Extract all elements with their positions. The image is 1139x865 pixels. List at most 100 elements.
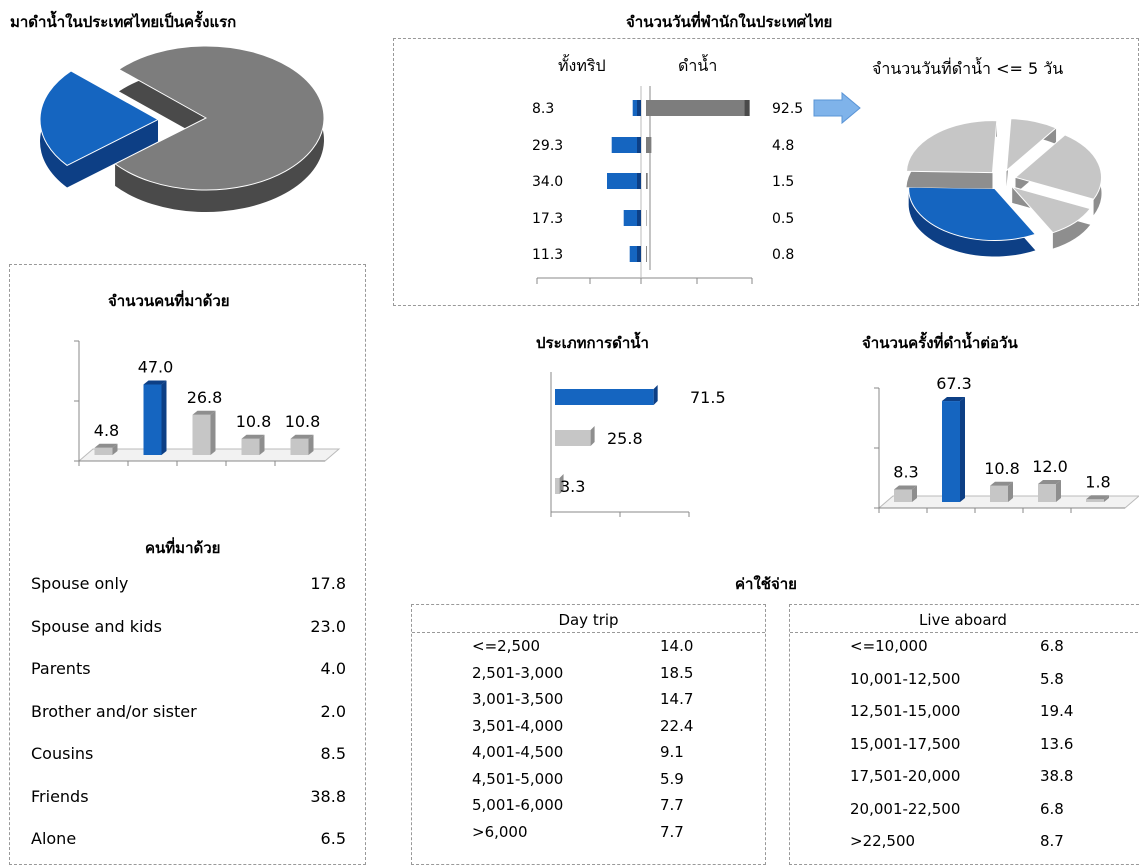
dive-type-bar	[555, 389, 654, 405]
arrow-icon	[813, 91, 861, 125]
stay-trip-bar	[632, 100, 641, 116]
dives-per-day-bar	[894, 489, 912, 502]
companions-count-bar	[143, 384, 162, 455]
companions-title: คนที่มาด้วย	[145, 539, 221, 557]
sub-pie-slice	[1005, 118, 1057, 187]
stay-col-dive: ดำน้ำ	[678, 56, 718, 75]
first-time-title: มาดำน้ำในประเทศไทยเป็นครั้งแรก	[10, 13, 237, 31]
dives-per-day-bar-top	[894, 485, 917, 490]
companions-count-data-label: 4.8	[94, 421, 119, 440]
stay-trip-bar-side	[637, 210, 641, 226]
dives-per-day-data-label: 12.0	[1032, 457, 1068, 476]
dives-per-day-bar-side	[1104, 495, 1109, 502]
stay-trip-bar	[629, 246, 641, 262]
expense-day-trip-table: <=2,500 14.0 2,501-3,000 18.5 3,001-3,500 14.…	[412, 637, 765, 862]
stay-dive-bar	[646, 100, 750, 116]
companions-count-bar-side	[308, 434, 314, 455]
dives-per-day-bar	[1086, 499, 1104, 502]
companions-count-bar	[192, 414, 211, 455]
expense-live-aboard-panel: Live aboard <=10,000 6.8 10,001-12,500 5.8 1…	[789, 604, 1139, 865]
companions-count-data-label: 47.0	[138, 358, 174, 377]
companions-row-label: Spouse and kids	[31, 616, 162, 636]
sub-pie-slice	[908, 186, 1037, 257]
dives-per-day-data-label: 10.8	[984, 459, 1020, 478]
expense-row-label: >6,000	[472, 822, 528, 841]
stay-dive-value: 92.5	[772, 101, 803, 117]
sub-pie-slice	[1010, 185, 1092, 249]
dives-per-day-bar-top	[942, 397, 965, 402]
companions-row-label: Alone	[31, 829, 77, 848]
companions-count-title: จำนวนคนที่มาด้วย	[108, 292, 230, 310]
dives-per-day-bar-top	[1086, 495, 1109, 500]
companions-row-value: 38.8	[310, 786, 346, 806]
dive-type-data-label: 25.8	[607, 429, 643, 448]
pie-slice-yes	[39, 70, 160, 188]
stay-dive-bar-side	[744, 100, 750, 116]
pie-slice-yes-side	[40, 70, 159, 188]
companions-row-value: 2.0	[320, 701, 346, 721]
companions-row-label: Cousins	[31, 744, 94, 763]
stay-trip-value: 17.3	[532, 211, 563, 227]
expense-row-value: 7.7	[660, 796, 684, 814]
stay-trip-bar-side	[637, 137, 641, 153]
sub-pie-slice-top	[1005, 118, 1057, 172]
expense-row-value: 14.7	[660, 690, 694, 708]
expense-row-value: 9.1	[660, 743, 684, 761]
stay-trip-value: 11.3	[532, 247, 563, 263]
dive-type-title: ประเภทการดำน้ำ	[536, 334, 649, 352]
expense-row-value: 38.8	[1040, 767, 1074, 785]
dives-per-day-data-label: 1.8	[1085, 472, 1110, 491]
dives-per-day-bar-top	[1038, 480, 1061, 484]
stay-trip-value: 34.0	[532, 174, 563, 190]
expense-day-trip-panel: Day trip <=2,500 14.0 2,501-3,000 18.5 3,001…	[411, 604, 766, 865]
stay-trip-bar-side	[637, 100, 641, 116]
companions-count-bar-top	[143, 380, 167, 385]
dives-per-day-bar	[942, 401, 960, 502]
dives-per-day-data-label: 67.3	[936, 374, 972, 393]
dives-per-day-title: จำนวนครั้งที่ดำน้ำต่อวัน	[862, 334, 1018, 352]
expense-row-label: 3,001-3,500	[472, 690, 564, 708]
expense-row-value: 19.4	[1040, 702, 1074, 720]
stay-trip-bar	[623, 210, 641, 226]
expense-row-value: 22.4	[660, 716, 694, 735]
companions-count-bar-side	[161, 380, 167, 455]
stay-dive-bar	[646, 173, 648, 189]
expense-row-label: 15,001-17,500	[850, 734, 961, 753]
expense-row-value: 6.8	[1040, 637, 1064, 655]
companions-count-data-label: 10.8	[236, 412, 272, 431]
stay-trip-bar-side	[637, 246, 641, 262]
companions-count-bar-side	[259, 434, 265, 455]
stay-trip-bar-side	[637, 173, 641, 189]
dives-per-day-bar-top	[990, 481, 1013, 486]
dive-type-bar	[555, 478, 560, 494]
dive-type-bar-side	[559, 474, 564, 494]
companions-count-bar-side	[210, 410, 216, 455]
companions-row-value: 6.5	[320, 829, 346, 848]
companions-row-label: Spouse only	[31, 574, 129, 593]
companions-count-bar	[290, 438, 309, 455]
sub-pie-slice-top	[1010, 185, 1092, 234]
expense-row-value: 7.7	[660, 822, 684, 841]
expense-row-value: 13.6	[1040, 734, 1074, 753]
stay-trip-value: 29.3	[532, 138, 563, 154]
dive-type-bar-side	[590, 426, 595, 446]
pie-slice-no-top	[114, 45, 325, 191]
dive-type-bar	[555, 430, 591, 446]
companions-count-bar-side	[112, 443, 118, 455]
companions-count-bar	[241, 438, 260, 455]
dives-per-day-bar-side	[960, 397, 965, 502]
dive-type-data-label: 3.3	[560, 477, 585, 496]
expense-live-aboard-divider	[790, 632, 1139, 633]
companions-table: Spouse only 17.8 Spouse and kids 23.0 Parent…	[9, 574, 366, 864]
dives-per-day-data-label: 8.3	[893, 463, 918, 482]
expense-day-trip-divider	[412, 632, 765, 633]
dives-per-day-bar	[1038, 484, 1056, 502]
dives-per-day-bar-side	[1056, 480, 1061, 502]
expense-row-label: <=10,000	[850, 637, 928, 655]
sub-pie-title: จำนวนวันที่ดำน้ำ <= 5 วัน	[872, 59, 1064, 78]
companions-row-value: 4.0	[320, 659, 346, 678]
